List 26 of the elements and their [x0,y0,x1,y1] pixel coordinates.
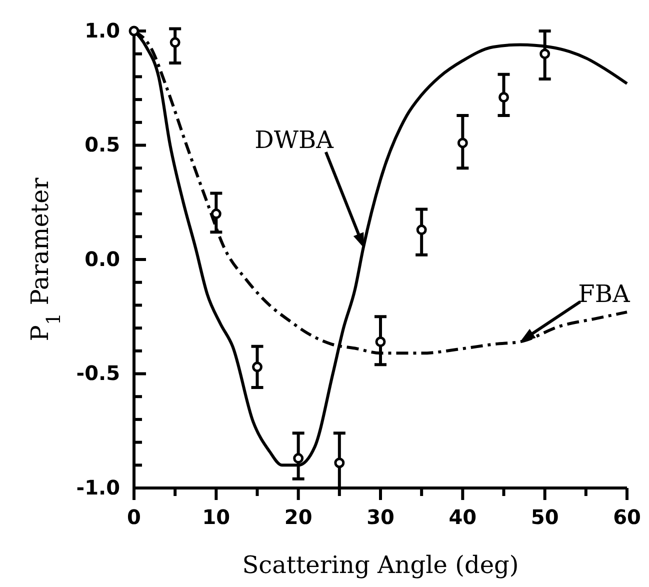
annotation: FBA [578,280,630,308]
x-tick-label: 50 [530,505,559,530]
point [375,336,386,347]
point [540,48,550,60]
x-tick-label: 40 [448,505,477,530]
point [334,458,345,468]
y-tick-label: -0.5 [76,361,120,386]
x-tick-label: 60 [613,505,641,530]
x-tick-label: 20 [284,505,312,530]
x-tick-label: 0 [127,505,141,530]
point [293,453,304,464]
y-tick-label: 0.0 [84,246,120,271]
y-tick-label: 1.0 [84,18,120,42]
point [252,362,262,372]
point [498,92,509,102]
point [416,224,427,236]
annotation: DWBA [254,126,334,154]
point [128,26,140,36]
x-tick-label: 10 [202,505,230,530]
x-axis-title: Scattering Angle (deg) [242,551,519,579]
x-tick-label: 30 [366,505,394,530]
point [210,208,222,220]
y-tick-label: 0.5 [84,132,120,157]
point [457,138,468,148]
point [170,37,180,48]
y-tick-label: -1.0 [76,475,120,500]
